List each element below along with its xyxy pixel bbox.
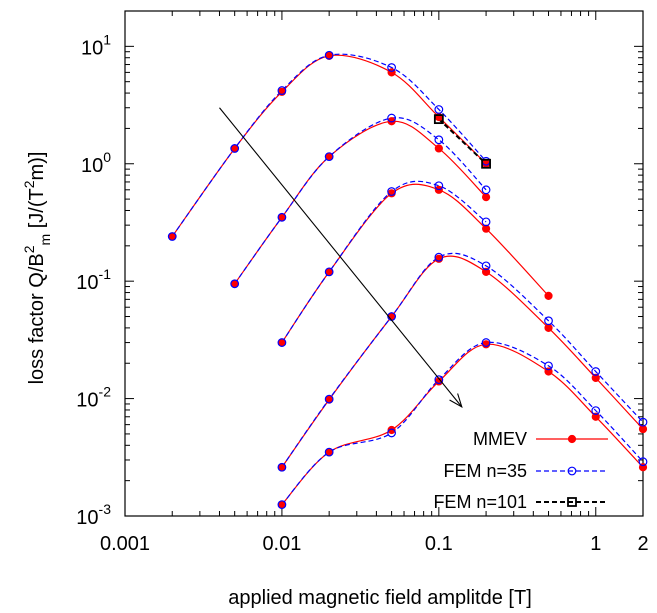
point-fem-n-35	[434, 252, 444, 262]
legend-marker-fem-n-101	[567, 497, 577, 507]
point-mmev	[434, 144, 443, 153]
x-tick-label: 0.001	[100, 533, 150, 555]
legend-marker-mmev	[567, 434, 577, 444]
y-tick-label: 101	[81, 31, 111, 59]
point-fem-n-35	[544, 361, 553, 371]
point-fem-n-35	[167, 232, 177, 241]
legend-label-mmev: MMEV	[473, 429, 527, 449]
series-fem-n-35-curve-4	[281, 252, 644, 468]
point-mmev	[481, 267, 491, 276]
point-fem-n-35	[324, 447, 334, 457]
point-mmev	[481, 193, 491, 202]
point-fem-n-35	[277, 462, 287, 472]
point-fem-n-35	[387, 428, 397, 438]
series-fem-n-35-curve-3	[281, 180, 487, 343]
trend-arrow-head	[449, 393, 463, 409]
trend-arrow-line	[219, 107, 463, 408]
point-fem-n-35	[324, 267, 334, 277]
legend-marker-fem-n-35	[567, 466, 577, 476]
y-tick-label: 10-3	[76, 501, 111, 529]
point-fem-n-35	[230, 279, 240, 289]
point-fem-n-35	[481, 185, 491, 195]
legend-label-fem-n-101: FEM n=101	[433, 492, 527, 512]
point-fem-n-35	[324, 152, 334, 162]
point-mmev	[591, 373, 600, 383]
y-tick-label: 10-2	[76, 384, 111, 412]
point-mmev	[591, 412, 600, 421]
y-tick-label: 100	[81, 149, 111, 177]
point-mmev	[387, 425, 396, 435]
point-fem-n-35	[481, 217, 491, 227]
series-fem-n-35-curve-5	[281, 341, 644, 506]
point-fem-n-35	[434, 105, 444, 114]
x-tick-label: 0.1	[425, 533, 453, 555]
point-mmev	[544, 323, 553, 332]
point-fem-n-35	[638, 417, 648, 427]
point-fem-n-35	[591, 367, 601, 376]
x-tick-label: 2	[637, 533, 648, 555]
x-tick-label: 0.01	[262, 533, 301, 555]
marker-layer	[167, 50, 648, 510]
series-fem-n-35-curve-2	[234, 117, 487, 285]
point-fem-n-35	[277, 86, 287, 95]
point-fem-n-35	[591, 406, 601, 416]
series-mmev-curve-4	[281, 255, 644, 468]
x-axis-label: applied magnetic field amplitde [T]	[228, 587, 532, 609]
point-mmev	[544, 291, 553, 300]
legend-label-fem-n-35: FEM n=35	[443, 461, 527, 481]
point-fem-n-35	[324, 394, 334, 404]
point-fem-n-35	[434, 181, 444, 191]
point-fem-n-35	[387, 187, 397, 196]
point-fem-n-35	[387, 113, 397, 123]
tick-labels: 0.001 0.01 0.1 1 2 10-3 10-2 10-1 100 101	[76, 31, 648, 555]
point-fem-n-35	[434, 375, 444, 385]
annotation-layer	[219, 107, 463, 409]
point-fem-n-35	[277, 500, 287, 510]
point-fem-n-35	[434, 135, 444, 145]
x-tick-label: 1	[590, 533, 601, 555]
point-fem-n-35	[638, 457, 648, 467]
point-fem-n-35	[277, 212, 287, 222]
plot-frame	[124, 10, 644, 517]
point-fem-n-35	[481, 261, 491, 271]
legend: MMEV FEM n=35 FEM n=101	[433, 429, 608, 512]
y-axis-label: loss factor Q/B2m [J/(T2m)]	[21, 152, 53, 385]
axes-frame-layer	[124, 10, 644, 517]
point-fem-n-35	[387, 63, 397, 72]
y-tick-label: 10-1	[76, 266, 111, 294]
point-fem-n-35	[324, 50, 334, 60]
point-fem-n-101	[433, 114, 444, 125]
point-fem-n-101	[481, 158, 491, 169]
series-mmev-curve-3	[281, 183, 549, 343]
point-fem-n-35	[230, 144, 240, 153]
point-mmev	[638, 424, 648, 434]
point-fem-n-35	[544, 316, 553, 326]
point-fem-n-35	[481, 338, 491, 347]
series-mmev-curve-2	[234, 120, 487, 285]
point-fem-n-35	[277, 338, 287, 347]
